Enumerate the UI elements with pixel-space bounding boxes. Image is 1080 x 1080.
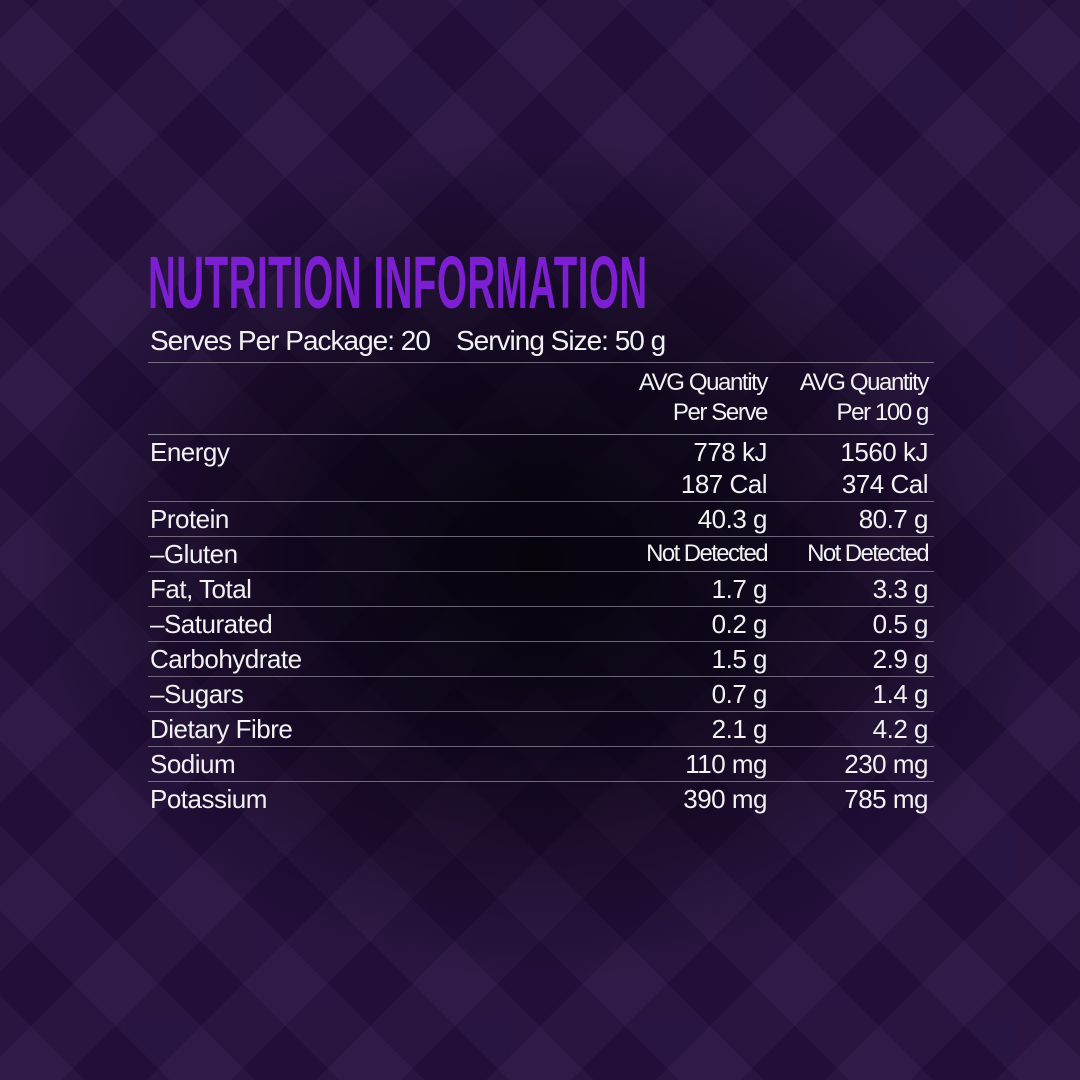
per-serve-value: 0.2 g bbox=[711, 609, 768, 639]
nutrient-rows: Protein 40.3 g 80.7 g –Gluten Not Detecte… bbox=[148, 502, 934, 816]
per-serve-value: 390 mg bbox=[683, 784, 767, 814]
per-100g-value: 2.9 g bbox=[872, 644, 929, 674]
column-header-per-100g: AVG Quantity Per 100 g bbox=[799, 368, 930, 428]
per-serve-value: 40.3 g bbox=[697, 504, 768, 534]
table-row: –Sugars 0.7 g 1.4 g bbox=[148, 677, 934, 712]
per-serve-value: 0.7 g bbox=[711, 679, 768, 709]
nutrient-name: Dietary Fibre bbox=[150, 714, 293, 744]
per-serve-value: 1.5 g bbox=[711, 644, 768, 674]
nutrition-table: AVG Quantity Per Serve AVG Quantity Per … bbox=[148, 362, 934, 816]
serving-info: Serves Per Package: 20 Serving Size: 50 g bbox=[150, 324, 691, 358]
column-header-line: Per 100 g bbox=[836, 399, 930, 426]
nutrient-name: –Sugars bbox=[150, 679, 244, 709]
per-100g-value: Not Detected bbox=[807, 540, 929, 567]
page-title: NUTRITION INFORMATION bbox=[148, 241, 648, 324]
nutrient-name: Potassium bbox=[150, 784, 267, 814]
divider bbox=[148, 362, 934, 363]
table-header: AVG Quantity Per Serve AVG Quantity Per … bbox=[148, 363, 934, 435]
per-100g-value: 3.3 g bbox=[872, 574, 929, 604]
nutrient-name: Sodium bbox=[150, 749, 236, 779]
energy-cal: 374 Cal bbox=[841, 469, 929, 499]
table-row: Dietary Fibre 2.1 g 4.2 g bbox=[148, 712, 934, 747]
column-header-line: AVG Quantity bbox=[799, 369, 930, 396]
per-100g-value: 1560 kJ 374 Cal bbox=[840, 436, 928, 500]
per-100g-value: 4.2 g bbox=[872, 714, 929, 744]
nutrient-name: Carbohydrate bbox=[150, 644, 302, 674]
table-row: Potassium 390 mg 785 mg bbox=[148, 782, 934, 816]
nutrient-name: Protein bbox=[150, 504, 229, 534]
per-serve-value: 778 kJ 187 Cal bbox=[680, 436, 768, 500]
per-serve-value: 110 mg bbox=[685, 749, 767, 779]
serves-per-package: Serves Per Package: 20 bbox=[150, 325, 431, 356]
per-100g-value: 785 mg bbox=[844, 784, 928, 814]
per-serve-value: Not Detected bbox=[646, 540, 768, 567]
per-100g-value: 230 mg bbox=[844, 749, 928, 779]
per-100g-value: 80.7 g bbox=[858, 504, 929, 534]
per-serve-value: 1.7 g bbox=[711, 574, 768, 604]
table-row: –Saturated 0.2 g 0.5 g bbox=[148, 607, 934, 642]
energy-kj: 778 kJ bbox=[693, 437, 767, 467]
table-row: Carbohydrate 1.5 g 2.9 g bbox=[148, 642, 934, 677]
table-row-energy: Energy 778 kJ 187 Cal 1560 kJ 374 Cal bbox=[148, 435, 934, 502]
column-header-line: Per Serve bbox=[672, 399, 769, 426]
table-row: –Gluten Not Detected Not Detected bbox=[148, 537, 934, 572]
column-header-per-serve: AVG Quantity Per Serve bbox=[638, 368, 769, 428]
serving-size: Serving Size: 50 g bbox=[455, 325, 666, 356]
column-header-line: AVG Quantity bbox=[638, 369, 769, 396]
per-serve-value: 2.1 g bbox=[711, 714, 768, 744]
energy-cal: 187 Cal bbox=[680, 469, 768, 499]
per-100g-value: 1.4 g bbox=[872, 679, 929, 709]
nutrient-name: –Saturated bbox=[150, 609, 273, 639]
per-100g-value: 0.5 g bbox=[872, 609, 929, 639]
table-row: Fat, Total 1.7 g 3.3 g bbox=[148, 572, 934, 607]
energy-kj: 1560 kJ bbox=[840, 437, 928, 467]
nutrient-name: –Gluten bbox=[150, 539, 238, 569]
nutrient-name: Fat, Total bbox=[150, 574, 252, 604]
table-row: Sodium 110 mg 230 mg bbox=[148, 747, 934, 782]
nutrient-name: Energy bbox=[150, 437, 230, 467]
table-row: Protein 40.3 g 80.7 g bbox=[148, 502, 934, 537]
